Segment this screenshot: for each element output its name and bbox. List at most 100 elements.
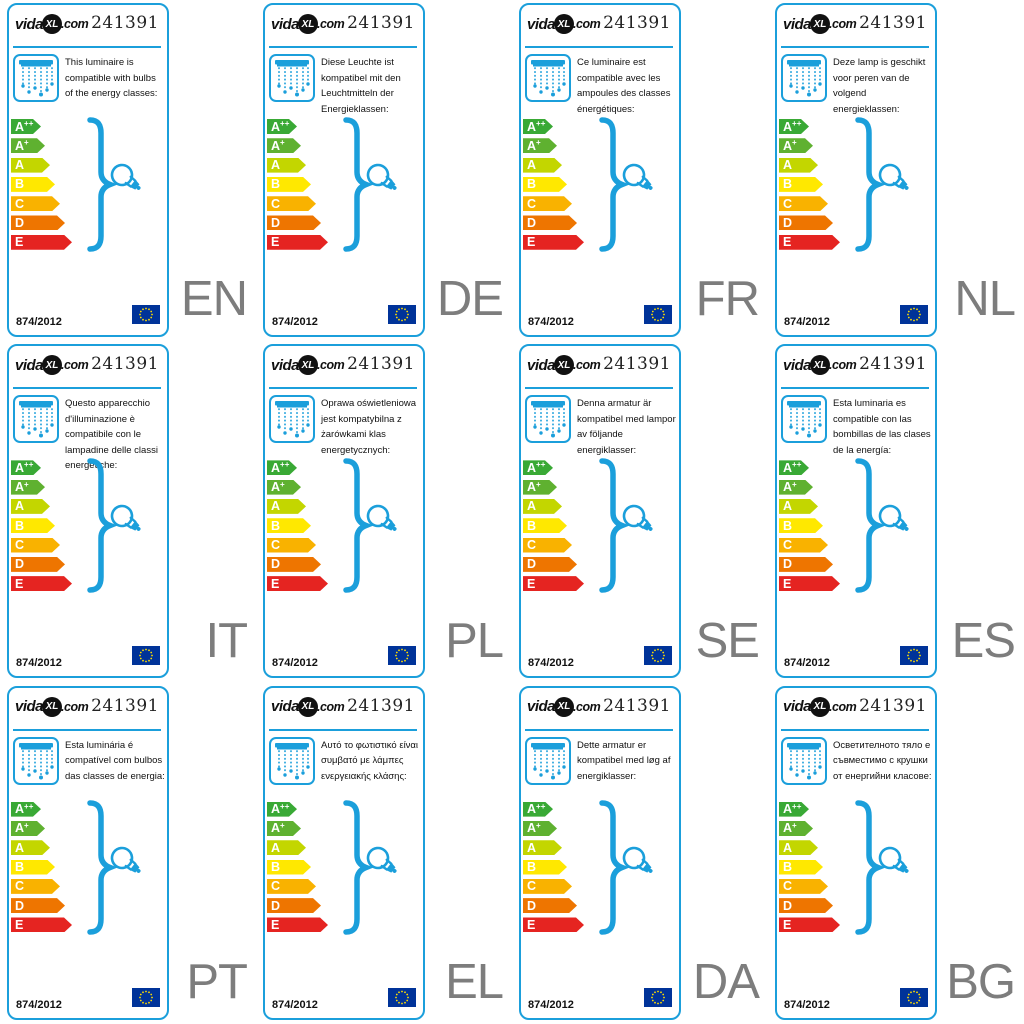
header-divider bbox=[525, 46, 673, 48]
vidaxl-logo: vida XL .com bbox=[783, 355, 857, 376]
label-cell: vida XL .com 241391 bbox=[0, 0, 256, 341]
header-divider bbox=[269, 46, 417, 48]
vidaxl-logo: vida XL .com bbox=[527, 696, 601, 717]
energy-arrow-e: E bbox=[11, 917, 72, 932]
class-letter: A bbox=[15, 138, 25, 153]
curly-brace-bulb-icon bbox=[343, 458, 397, 594]
product-number: 241391 bbox=[603, 13, 671, 33]
logo-xl-badge-icon: XL bbox=[554, 696, 575, 717]
class-letter: C bbox=[527, 879, 537, 894]
class-letter: A bbox=[271, 460, 281, 475]
brace-and-bulb bbox=[81, 116, 145, 262]
header-divider bbox=[525, 387, 673, 390]
energy-arrow-a-plus: A + bbox=[523, 480, 557, 495]
class-letter: A bbox=[271, 840, 281, 855]
curly-brace-bulb-icon bbox=[87, 799, 141, 935]
energy-arrow-e: E bbox=[11, 576, 72, 591]
bulb-icon bbox=[878, 505, 909, 532]
brace-and-bulb bbox=[849, 457, 913, 603]
regulation-number: 874/2012 bbox=[16, 998, 62, 1011]
energy-label-card: vida XL .com 241391 bbox=[263, 3, 425, 337]
chandelier-icon bbox=[787, 60, 822, 97]
language-code: EL bbox=[445, 954, 504, 1009]
bulb-icon bbox=[110, 505, 141, 532]
energy-arrow-d: D bbox=[267, 898, 321, 913]
product-number: 241391 bbox=[603, 354, 671, 375]
energy-arrow-e: E bbox=[523, 235, 584, 250]
logo-xl-badge-icon: XL bbox=[42, 355, 63, 376]
class-letter: A bbox=[783, 802, 793, 817]
energy-arrow-c: C bbox=[779, 879, 828, 894]
logo-text-vida: vida bbox=[271, 698, 300, 716]
luminaire-icon-box bbox=[269, 54, 315, 102]
class-letter: B bbox=[271, 860, 281, 875]
energy-arrow-a-plus-plus: A ++ bbox=[523, 802, 553, 817]
luminaire-icon-box bbox=[525, 54, 571, 102]
curly-brace-bulb-icon bbox=[343, 799, 397, 935]
class-sup: ++ bbox=[792, 119, 802, 128]
vidaxl-logo: vida XL .com bbox=[271, 14, 345, 34]
bulb-icon bbox=[878, 846, 909, 873]
header-divider bbox=[269, 728, 417, 731]
class-letter: A bbox=[271, 480, 281, 495]
logo-xl-badge-icon: XL bbox=[810, 355, 831, 376]
curly-brace-bulb-icon bbox=[599, 799, 653, 935]
class-letter: E bbox=[783, 576, 792, 591]
class-letter: E bbox=[783, 917, 792, 932]
energy-class-arrows: A ++ A + A B C D E bbox=[11, 119, 72, 254]
class-letter: C bbox=[527, 538, 537, 553]
class-letter: A bbox=[15, 840, 25, 855]
logo-text-com: .com bbox=[573, 699, 601, 714]
language-code: NL bbox=[954, 272, 1016, 327]
curly-brace-bulb-icon bbox=[855, 799, 909, 935]
energy-arrow-c: C bbox=[267, 538, 316, 553]
class-letter: A bbox=[527, 499, 537, 514]
brace-and-bulb bbox=[337, 457, 401, 603]
regulation-number: 874/2012 bbox=[784, 316, 830, 328]
energy-arrow-e: E bbox=[267, 235, 328, 250]
vidaxl-logo: vida XL .com bbox=[783, 696, 857, 717]
class-letter: E bbox=[527, 576, 536, 591]
luminaire-icon-box bbox=[525, 395, 571, 444]
class-sup: + bbox=[24, 138, 29, 148]
bulb-icon bbox=[878, 163, 909, 190]
energy-arrow-e: E bbox=[267, 917, 328, 932]
brace-and-bulb bbox=[337, 799, 401, 945]
class-letter: D bbox=[783, 557, 793, 572]
class-letter: E bbox=[527, 917, 536, 932]
energy-arrow-a-plus-plus: A ++ bbox=[779, 802, 809, 817]
energy-label-card: vida XL .com 241391 bbox=[519, 685, 681, 1020]
class-letter: A bbox=[15, 158, 25, 173]
class-letter: A bbox=[783, 119, 793, 134]
label-cell: vida XL .com 241391 bbox=[768, 683, 1024, 1024]
bulb-icon bbox=[110, 846, 141, 873]
energy-arrow-a-plus: A + bbox=[11, 480, 45, 495]
energy-arrow-d: D bbox=[267, 215, 321, 230]
logo-text-com: .com bbox=[573, 358, 601, 373]
class-letter: A bbox=[783, 158, 793, 173]
compatibility-text: Осветителното тяло е съвместимо с крушки… bbox=[833, 739, 932, 782]
class-letter: A bbox=[783, 840, 793, 855]
energy-label-card: vida XL .com 241391 bbox=[263, 685, 425, 1020]
vidaxl-logo: vida XL .com bbox=[527, 14, 601, 34]
class-letter: E bbox=[15, 917, 24, 932]
energy-arrow-c: C bbox=[523, 196, 572, 211]
chandelier-icon bbox=[531, 401, 566, 438]
class-sup: + bbox=[24, 820, 29, 830]
energy-arrow-a: A bbox=[267, 158, 306, 173]
bulb-icon bbox=[622, 846, 653, 873]
energy-arrow-a: A bbox=[11, 158, 50, 173]
class-sup: + bbox=[792, 479, 797, 489]
class-letter: C bbox=[15, 879, 25, 894]
language-code: PT bbox=[186, 954, 248, 1009]
class-letter: A bbox=[783, 821, 793, 836]
label-cell: vida XL .com 241391 bbox=[512, 0, 768, 341]
language-code: DE bbox=[436, 272, 504, 327]
energy-arrow-d: D bbox=[523, 898, 577, 913]
product-number: 241391 bbox=[859, 695, 927, 716]
class-letter: A bbox=[783, 138, 793, 153]
energy-arrow-c: C bbox=[267, 196, 316, 211]
bulb-icon bbox=[366, 505, 397, 532]
logo-text-com: .com bbox=[317, 699, 345, 714]
energy-arrow-c: C bbox=[779, 538, 828, 553]
